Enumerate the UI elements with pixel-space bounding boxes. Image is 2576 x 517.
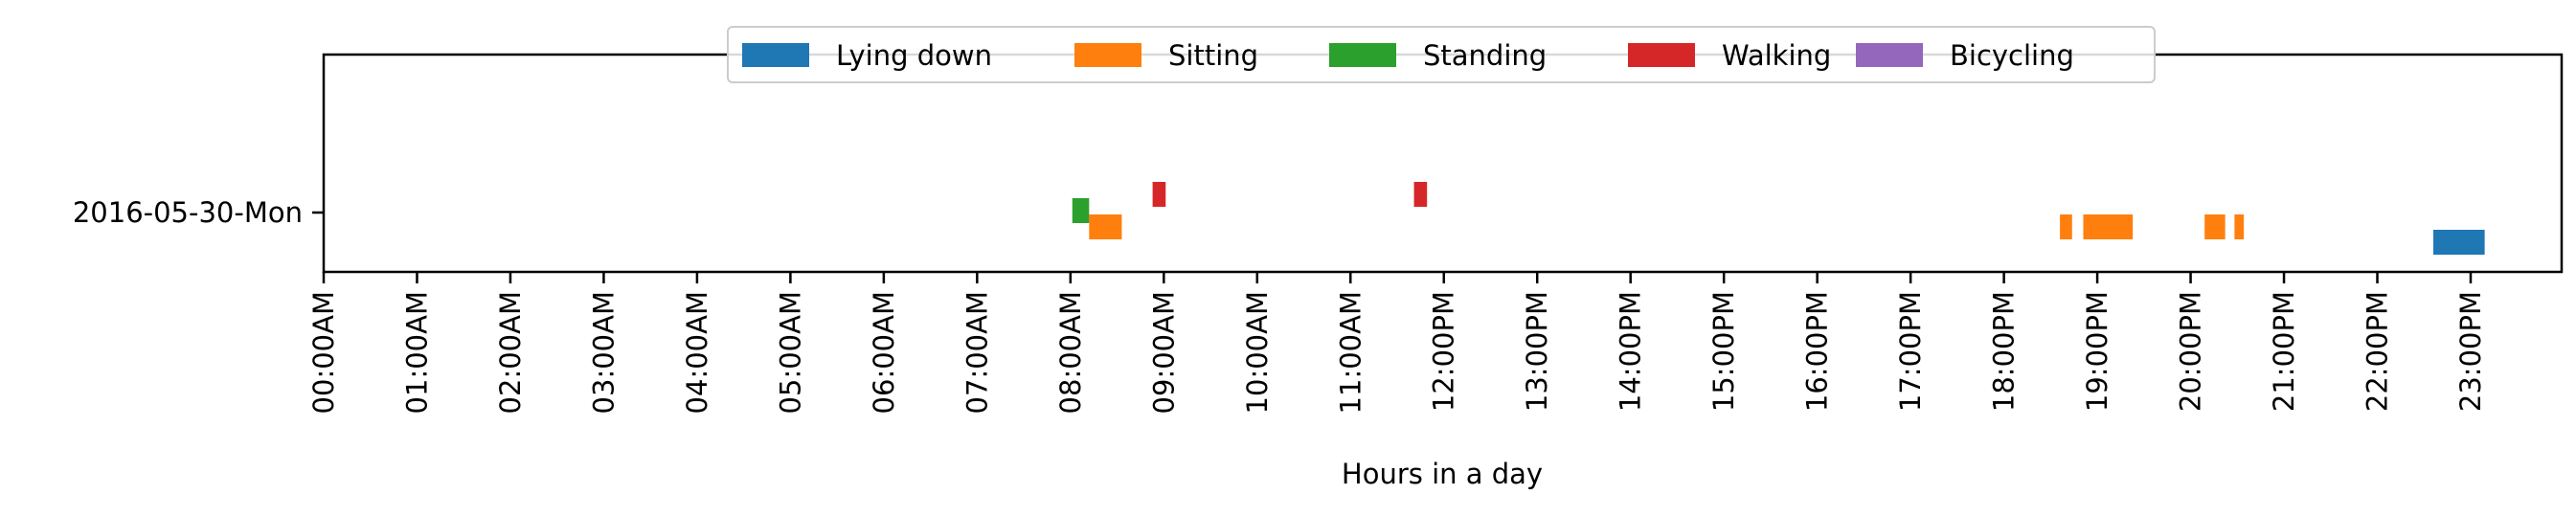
x-axis-label: Hours in a day: [1342, 458, 1543, 490]
y-axis: 2016-05-30-Mon: [73, 196, 324, 229]
x-axis: 00:00AM 01:00AM 02:00AM 03:00AM 04:00AM 05:00…: [307, 272, 2487, 414]
legend-swatch-standing: [1329, 43, 1396, 67]
x-tick-label: 16:00PM: [1801, 291, 1834, 412]
x-tick-label: 05:00AM: [774, 291, 806, 414]
x-tick-label: 11:00AM: [1334, 291, 1367, 414]
bar-walking-0: [1152, 182, 1166, 207]
bar-standing-0: [1072, 198, 1090, 223]
x-tick-label: 18:00PM: [1988, 291, 2021, 412]
bar-walking-1: [1413, 182, 1428, 207]
x-tick-label: 20:00PM: [2175, 291, 2207, 412]
bar-sitting-4: [2234, 214, 2245, 239]
legend: Lying down Sitting Standing Walking Bicyclin…: [727, 26, 2156, 83]
legend-label-sitting: Sitting: [1168, 39, 1258, 72]
bar-sitting-0: [1089, 214, 1122, 239]
x-tick-label: 01:00AM: [400, 291, 433, 414]
y-tick-label: 2016-05-30-Mon: [73, 196, 303, 229]
x-tick-label: 04:00AM: [681, 291, 713, 414]
legend-label-bicycling: Bicycling: [1950, 39, 2074, 72]
legend-swatch-lying-down: [742, 43, 809, 67]
x-tick-label: 13:00PM: [1521, 291, 1553, 412]
x-tick-label: 06:00AM: [868, 291, 900, 414]
bar-sitting-1: [2060, 214, 2072, 239]
bar-lying-down-0: [2433, 230, 2485, 255]
x-tick-label: 23:00PM: [2454, 291, 2487, 412]
x-tick-label: 08:00AM: [1054, 291, 1087, 414]
x-tick-label: 17:00PM: [1894, 291, 1927, 412]
x-tick-label: 15:00PM: [1707, 291, 1740, 412]
legend-label-lying-down: Lying down: [836, 39, 992, 72]
x-tick-label: 19:00PM: [2081, 291, 2113, 412]
x-tick-label: 07:00AM: [960, 291, 993, 414]
plot-frame: [322, 53, 2564, 274]
x-tick-label: 03:00AM: [587, 291, 620, 414]
x-tick-label: 02:00AM: [494, 291, 527, 414]
bar-sitting-3: [2204, 214, 2226, 239]
x-tick-label: 12:00PM: [1428, 291, 1460, 412]
legend-frame: [727, 26, 2156, 83]
legend-swatch-sitting: [1074, 43, 1141, 67]
x-tick-label: 22:00PM: [2361, 291, 2394, 412]
x-tick-label: 09:00AM: [1147, 291, 1180, 414]
bar-sitting-2: [2083, 214, 2134, 239]
x-tick-label: 10:00AM: [1241, 291, 1274, 414]
legend-swatch-bicycling: [1856, 43, 1923, 67]
x-tick-label: 14:00PM: [1615, 291, 1647, 412]
x-tick-label: 21:00PM: [2268, 291, 2300, 412]
legend-label-standing: Standing: [1423, 39, 1547, 72]
activity-bars: [1072, 182, 2485, 255]
legend-label-walking: Walking: [1722, 39, 1831, 72]
x-tick-label: 00:00AM: [307, 291, 340, 414]
legend-swatch-walking: [1628, 43, 1695, 67]
